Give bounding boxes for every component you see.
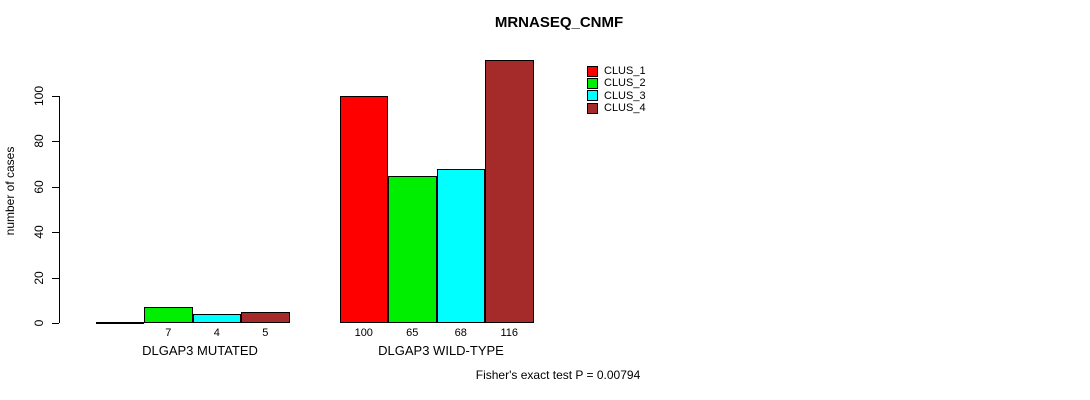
- y-tick-label: 100: [32, 86, 46, 107]
- bar-clus_3-wild-type: [436, 168, 485, 323]
- y-tick-label: 60: [32, 180, 46, 194]
- legend: CLUS_1 CLUS_2 CLUS_3 CLUS_4: [587, 65, 646, 114]
- y-tick-label: 20: [32, 270, 46, 285]
- bar-value-label: 4: [213, 327, 220, 339]
- y-tick-mark: [52, 323, 59, 324]
- legend-row: CLUS_3: [587, 90, 646, 102]
- bar-value-label: 65: [406, 327, 419, 339]
- fisher-test-annotation: Fisher's exact test P = 0.00794: [475, 368, 641, 382]
- bar-clus_4-mutated: [241, 311, 290, 323]
- bar-value-label: 5: [262, 327, 269, 339]
- y-tick-mark: [52, 277, 59, 279]
- y-tick-label: 40: [32, 225, 46, 239]
- group-label-mutated: DLGAP3 MUTATED: [142, 343, 258, 358]
- bar-value-label: 116: [500, 327, 519, 339]
- legend-row: CLUS_2: [587, 77, 646, 89]
- legend-row: CLUS_4: [587, 102, 646, 114]
- legend-swatch-icon: [587, 90, 598, 102]
- legend-label: CLUS_1: [604, 65, 646, 78]
- bar-clus_2-mutated: [144, 307, 193, 323]
- legend-swatch-icon: [587, 77, 598, 89]
- y-tick-label: 0: [32, 319, 46, 327]
- legend-label: CLUS_3: [604, 89, 646, 102]
- chart-title: MRNASEQ_CNMF: [494, 14, 624, 31]
- bar-clus_2-wild-type: [388, 175, 437, 323]
- legend-label: CLUS_4: [604, 102, 646, 115]
- bar-clus_3-mutated: [192, 313, 241, 323]
- y-tick-mark: [52, 96, 59, 98]
- y-axis-label: number of cases: [3, 146, 17, 236]
- group-label-wild-type: DLGAP3 WILD-TYPE: [378, 343, 504, 358]
- bar-value-label: 7: [165, 327, 172, 339]
- y-tick-mark: [52, 141, 59, 143]
- y-tick-mark: [52, 186, 59, 188]
- bar-clus_1-mutated: [95, 321, 144, 324]
- legend-swatch-icon: [587, 65, 598, 77]
- legend-swatch-icon: [587, 102, 598, 114]
- legend-label: CLUS_2: [604, 77, 646, 90]
- bar-value-label: 68: [454, 327, 467, 339]
- bar-clus_1-wild-type: [339, 96, 388, 323]
- bar-value-label: 100: [354, 327, 373, 339]
- y-axis-line: [59, 96, 60, 323]
- y-tick-mark: [52, 232, 59, 234]
- bar-clus_4-wild-type: [485, 59, 534, 323]
- legend-row: CLUS_1: [587, 65, 646, 77]
- y-tick-label: 80: [32, 134, 46, 149]
